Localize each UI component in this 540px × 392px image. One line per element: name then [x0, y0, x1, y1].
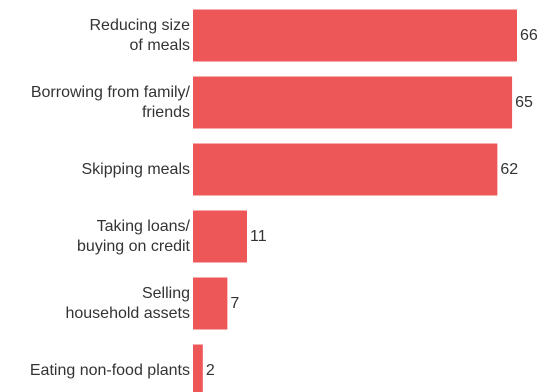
bar [193, 277, 228, 330]
bar [193, 76, 513, 129]
bar [193, 9, 517, 62]
category-label-line: Skipping meals [82, 161, 191, 178]
category-label-line: Taking loans/ [97, 218, 191, 235]
bar-value-label: 7 [230, 295, 239, 312]
bar-value-label: 66 [520, 27, 538, 44]
bar-value-label: 65 [515, 94, 533, 111]
category-label: Borrowing from family/friends [31, 84, 191, 121]
category-label-line: Reducing size [90, 17, 191, 34]
category-label-line: of meals [130, 37, 190, 54]
bar-value-label: 62 [500, 161, 518, 178]
bar [193, 210, 247, 263]
category-label-line: Selling [142, 285, 190, 302]
category-label-line: household assets [65, 305, 190, 322]
bar [193, 344, 203, 392]
category-label-line: buying on credit [77, 238, 191, 255]
category-label-line: Borrowing from family/ [31, 84, 191, 101]
category-label: Selling household assets [65, 285, 190, 322]
bar-value-label: 11 [250, 228, 267, 245]
category-label-line: friends [142, 104, 190, 121]
bar [193, 143, 498, 196]
bar-value-label: 2 [206, 362, 215, 379]
category-label: Taking loans/buying on credit [77, 218, 191, 255]
category-label-line: Eating non-food plants [30, 362, 190, 379]
category-label: Reducing size of meals [90, 17, 191, 54]
category-label: Eating non-food plants [30, 362, 190, 379]
category-label: Skipping meals [82, 161, 191, 178]
